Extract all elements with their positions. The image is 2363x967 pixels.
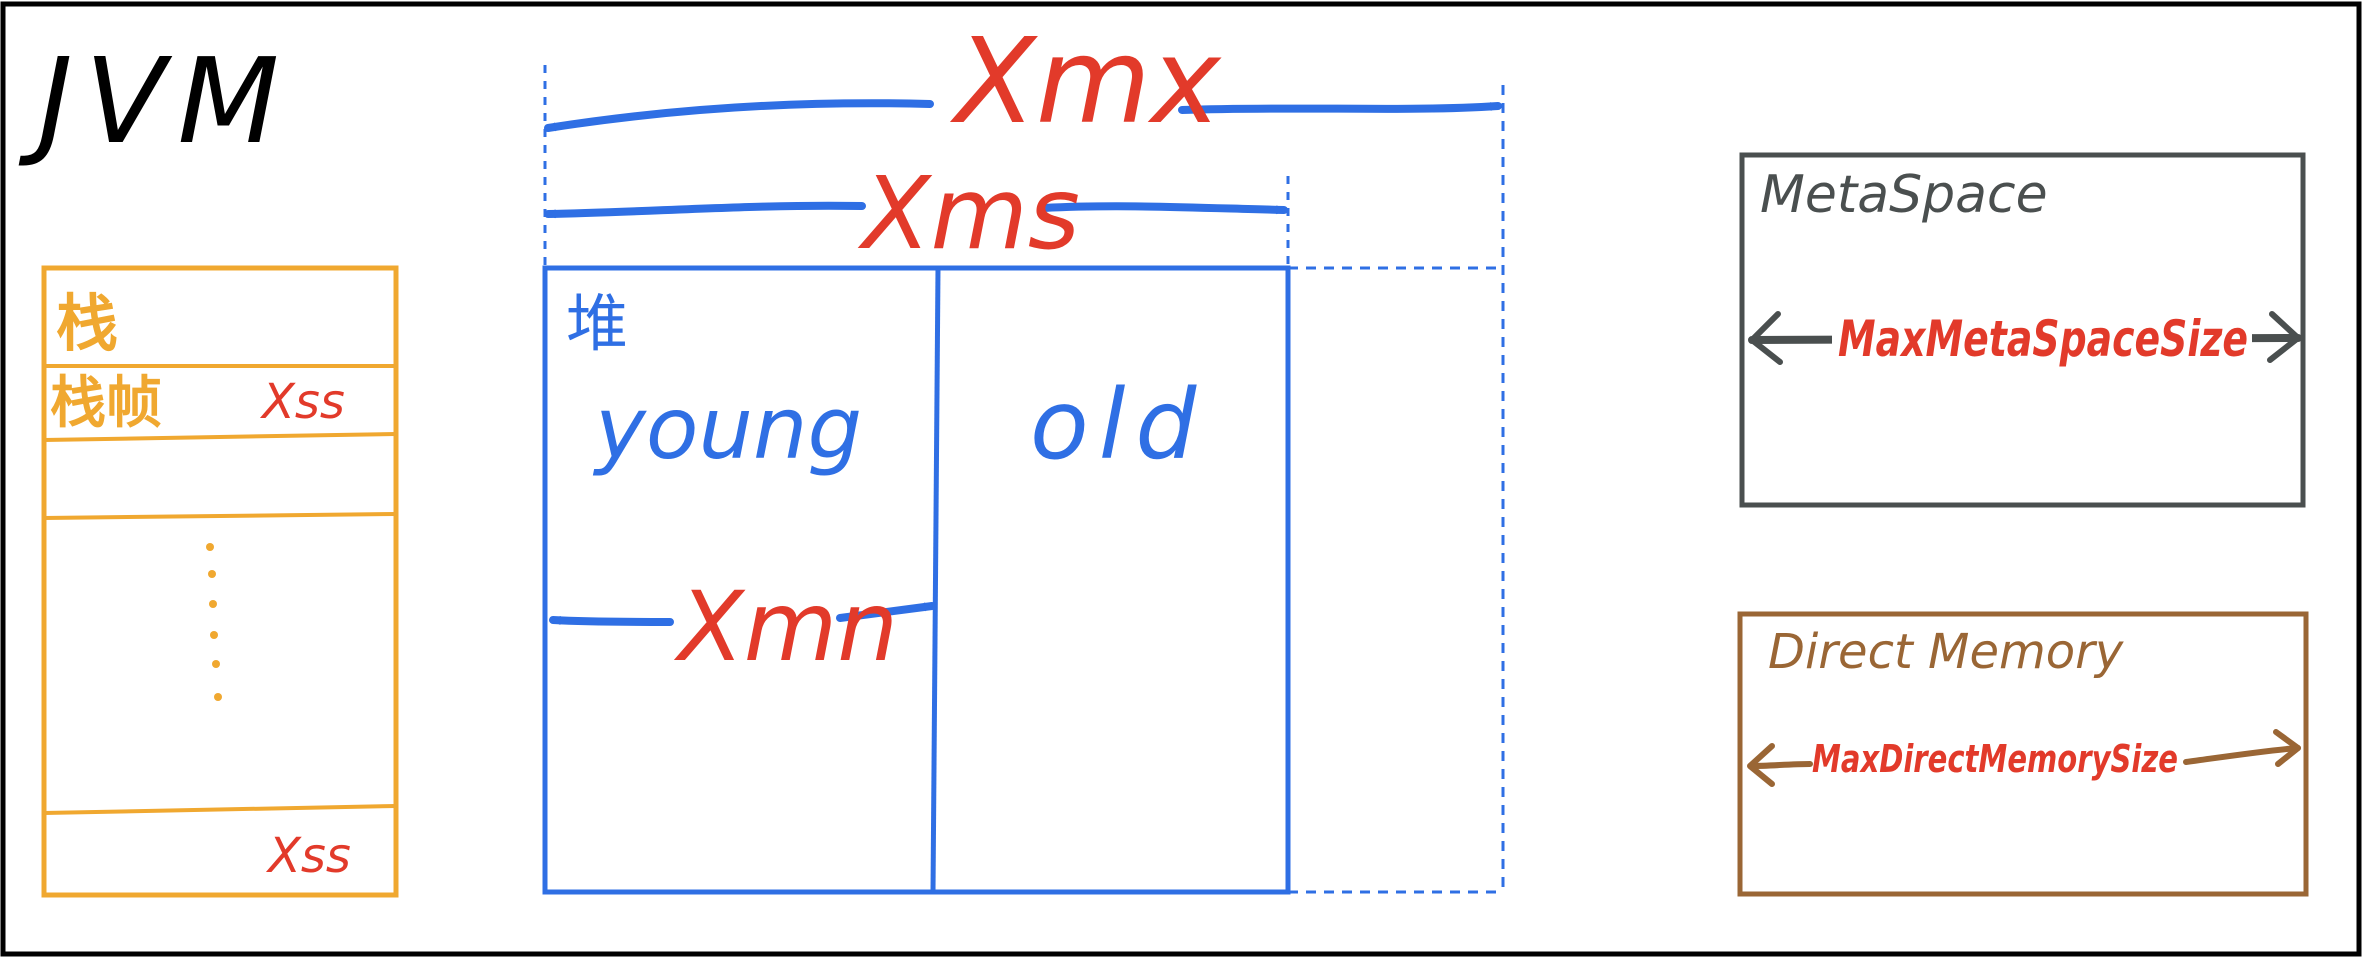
direct-memory-region: Direct Memory MaxDirectMemorySize: [1737, 611, 2309, 897]
stack-bottom-xss: Xss: [265, 828, 351, 884]
jvm-title: JVM: [18, 32, 291, 170]
xmn-label: Xmn: [673, 571, 898, 683]
heap-label: 堆: [566, 287, 628, 360]
young-old-divider: [930, 267, 941, 893]
xmx-arrow-left: [544, 99, 934, 132]
max-metaspace-size-label: MaxMetaSpaceSize: [1838, 310, 2248, 368]
xmn-arrow-left: [549, 616, 674, 626]
stack-divider-2: [43, 432, 397, 442]
old-label: old: [1030, 369, 1206, 481]
stack-ellipsis: [206, 543, 222, 701]
direct-arrowhead-left: [1747, 743, 1775, 787]
xms-arrow-right: [1040, 202, 1288, 215]
direct-memory-box: [1737, 611, 2309, 897]
stack-box: [41, 265, 399, 898]
direct-memory-label: Direct Memory: [1768, 624, 2124, 680]
xmx-label: Xmx: [949, 12, 1222, 150]
heap-region: Xmx Xms 堆 young old Xmn: [542, 12, 1505, 895]
xmn-arrow-right: [836, 602, 936, 622]
metaspace-label: MetaSpace: [1760, 165, 2048, 225]
xms-arrow-left: [544, 201, 866, 219]
metaspace-box: [1739, 152, 2306, 508]
stack-region: 栈 栈帧 Xss Xss: [41, 265, 399, 898]
stack-divider-3: [43, 512, 397, 520]
stack-divider-4: [43, 804, 397, 815]
xms-label: Xms: [857, 155, 1080, 272]
metaspace-arrowhead-left: [1749, 311, 1783, 365]
metaspace-arrowhead-right: [2267, 311, 2301, 363]
direct-arrow-right: [2183, 745, 2301, 765]
heap-box: [542, 265, 1291, 895]
metaspace-label-backdrop: [1832, 300, 2252, 370]
direct-arrow-left: [1749, 761, 1813, 769]
young-label: young: [592, 379, 862, 479]
direct-arrowhead-right: [2273, 729, 2301, 767]
metaspace-region: MetaSpace MaxMetaSpaceSize: [1739, 152, 2306, 508]
max-direct-memory-size-label: MaxDirectMemorySize: [1812, 737, 2178, 781]
stack-frame-xss: Xss: [259, 374, 345, 430]
stack-frame-label: 栈帧: [50, 371, 162, 436]
stack-label: 栈: [56, 287, 118, 360]
xmx-arrow-right: [1178, 102, 1502, 114]
